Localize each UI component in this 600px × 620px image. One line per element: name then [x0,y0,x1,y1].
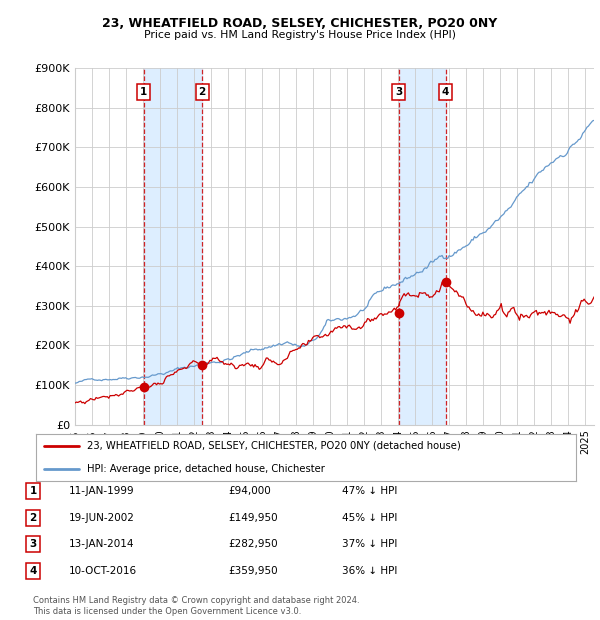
Text: £149,950: £149,950 [228,513,278,523]
Text: 23, WHEATFIELD ROAD, SELSEY, CHICHESTER, PO20 0NY (detached house): 23, WHEATFIELD ROAD, SELSEY, CHICHESTER,… [88,441,461,451]
Text: 10-OCT-2016: 10-OCT-2016 [69,566,137,576]
Text: £282,950: £282,950 [228,539,278,549]
Text: 4: 4 [442,87,449,97]
Text: 36% ↓ HPI: 36% ↓ HPI [342,566,397,576]
Text: 2: 2 [199,87,206,97]
Bar [399,68,446,425]
Text: 4: 4 [29,566,37,576]
Text: 45% ↓ HPI: 45% ↓ HPI [342,513,397,523]
Text: 47% ↓ HPI: 47% ↓ HPI [342,486,397,496]
Text: £94,000: £94,000 [228,486,271,496]
Text: 1: 1 [140,87,148,97]
Text: 3: 3 [29,539,37,549]
Text: 2: 2 [29,513,37,523]
Text: £359,950: £359,950 [228,566,278,576]
Bar [143,68,202,425]
Text: 13-JAN-2014: 13-JAN-2014 [69,539,134,549]
Text: 11-JAN-1999: 11-JAN-1999 [69,486,134,496]
Text: 23, WHEATFIELD ROAD, SELSEY, CHICHESTER, PO20 0NY: 23, WHEATFIELD ROAD, SELSEY, CHICHESTER,… [103,17,497,30]
Text: 37% ↓ HPI: 37% ↓ HPI [342,539,397,549]
Text: 1: 1 [29,486,37,496]
Text: Price paid vs. HM Land Registry's House Price Index (HPI): Price paid vs. HM Land Registry's House … [144,30,456,40]
Text: 3: 3 [395,87,403,97]
Text: Contains HM Land Registry data © Crown copyright and database right 2024.
This d: Contains HM Land Registry data © Crown c… [33,596,359,616]
Text: 19-JUN-2002: 19-JUN-2002 [69,513,135,523]
Text: HPI: Average price, detached house, Chichester: HPI: Average price, detached house, Chic… [88,464,325,474]
